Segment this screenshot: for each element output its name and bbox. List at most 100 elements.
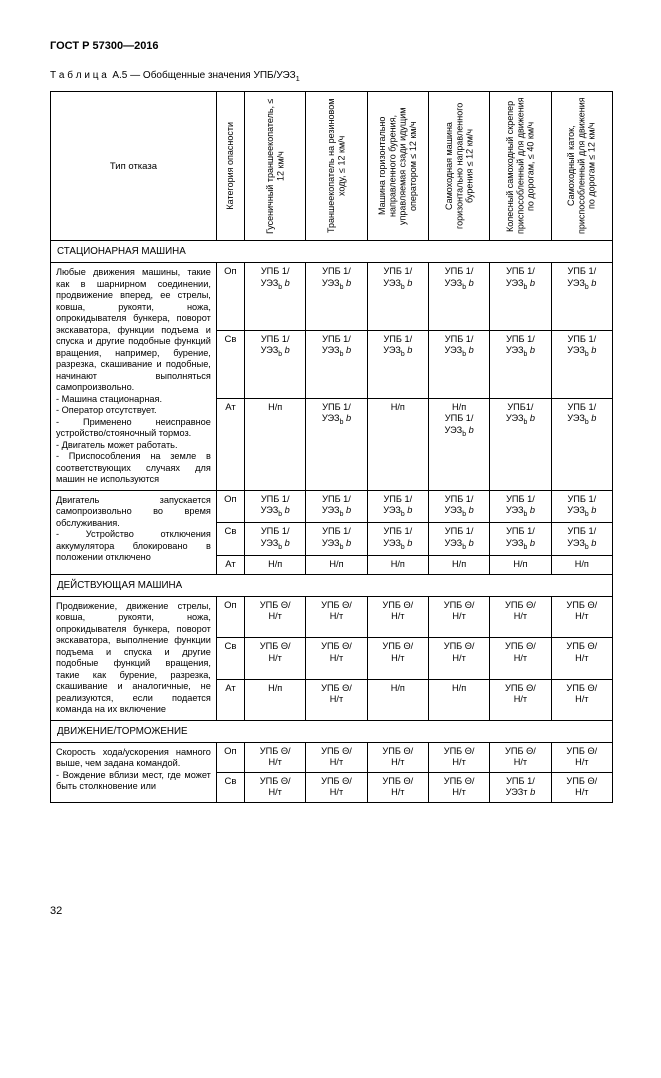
val-cell: УПБ Θ/ Н/т [428, 772, 489, 802]
val-i: b [469, 278, 474, 288]
val-cell: УПБ 1/ УЭЗb b [551, 490, 612, 523]
val-cell: УПБ Θ/ Н/т [245, 742, 306, 772]
val-i: b [530, 413, 535, 423]
desc-1: Любые движения машины, такие как в шарни… [51, 263, 217, 491]
table-caption: Т а б л и ц а А.5 — Обобщенные значения … [50, 70, 613, 83]
val-cell: Н/п [367, 398, 428, 490]
section-row: ДВИЖЕНИЕ/ТОРМОЖЕНИЕ [51, 720, 613, 742]
header-col-6: Самоходный каток, приспособленный для дв… [551, 92, 612, 241]
val-sub: b [340, 544, 344, 551]
val-sub: b [340, 283, 344, 290]
cat-cell: Оп [216, 742, 244, 772]
val-cell: УПБ 1/ УЭЗb b [245, 523, 306, 556]
cat-cell: Св [216, 772, 244, 802]
val-cell: УПБ 1/ УЭЗb b [428, 523, 489, 556]
val-cell: УПБ Θ/ Н/т [306, 638, 367, 679]
val-i: b [469, 538, 474, 548]
val-cell: УПБ Θ/ Н/т [551, 742, 612, 772]
desc-4: Скорость хода/ускорения намного выше, че… [51, 742, 217, 802]
val-cell: УПБ Θ/ Н/т [245, 638, 306, 679]
val-cell: Н/п [245, 679, 306, 720]
val-cell: УПБ Θ/ Н/т [367, 772, 428, 802]
val-i: b [346, 505, 351, 515]
val-cell: УПБ Θ/ Н/т [551, 679, 612, 720]
header-col-3: Машина горизонтально направленного бурен… [367, 92, 428, 241]
val-i: b [469, 425, 474, 435]
cat-cell: Св [216, 330, 244, 398]
val-cell: УПБ 1/ УЭЗb b [367, 263, 428, 331]
page-number: 32 [50, 905, 62, 917]
header-col-4-text: Самоходная машина горизонтально направле… [444, 96, 475, 236]
val-cell: Н/п [245, 398, 306, 490]
val-sub: b [462, 431, 466, 438]
val-cell: УПБ 1/ УЭЗb b [306, 398, 367, 490]
val-i: b [407, 345, 412, 355]
val-i: b [346, 345, 351, 355]
table-row: Любые движения машины, такие как в шарни… [51, 263, 613, 331]
val-i: b [469, 505, 474, 515]
header-type-text: Тип отказа [110, 161, 157, 172]
table-caption-sub: 1 [296, 74, 300, 83]
cat-cell: Оп [216, 263, 244, 331]
val-cell: Н/п [490, 556, 551, 575]
val-cell: УПБ 1/ УЭЗb b [490, 523, 551, 556]
header-type: Тип отказа [51, 92, 217, 241]
val-sub: b [340, 511, 344, 518]
header-col-2: Траншеекопатель на резиновом ходу, ≤ 12 … [306, 92, 367, 241]
val-i: b [407, 505, 412, 515]
val-sub: b [524, 511, 528, 518]
val-sub: b [340, 351, 344, 358]
val-cell: УПБ 1/ УЭЗb b [367, 523, 428, 556]
table-row: Двигатель запускается самопроизвольно во… [51, 490, 613, 523]
val-cell: УПБ 1/ УЭЗb b [551, 398, 612, 490]
val-sub: b [524, 283, 528, 290]
val-i: b [407, 538, 412, 548]
val-cell: Н/п [367, 556, 428, 575]
val-sub: b [585, 351, 589, 358]
val-cell: УПБ Θ/ Н/т [306, 596, 367, 637]
header-col-1: Гусеничный траншеекопатель, ≤ 12 км/ч [245, 92, 306, 241]
val-cell: УПБ 1/ УЭЗb b [490, 263, 551, 331]
header-category-text: Категория опасности [225, 122, 235, 210]
val-i: b [591, 538, 596, 548]
val-cell: УПБ 1/ УЭЗb b [306, 523, 367, 556]
section-row: ДЕЙСТВУЮЩАЯ МАШИНА [51, 574, 613, 596]
val-sub: b [278, 283, 282, 290]
val-cell: Н/п [367, 679, 428, 720]
header-col-3-text: Машина горизонтально направленного бурен… [377, 96, 418, 236]
val-cell: УПБ Θ/ Н/т [306, 679, 367, 720]
header-category: Категория опасности [216, 92, 244, 241]
table-row: Продвижение, движение стрелы, ковша, рук… [51, 596, 613, 637]
val-sub: b [585, 283, 589, 290]
val-sub: b [401, 283, 405, 290]
val-i: b [530, 345, 535, 355]
section-row: СТАЦИОНАРНАЯ МАШИНА [51, 241, 613, 263]
val-i: b [591, 505, 596, 515]
cat-cell: Св [216, 638, 244, 679]
val-i: b [530, 787, 535, 797]
val-i: b [530, 505, 535, 515]
val-sub: b [278, 544, 282, 551]
val-cell: УПБ 1/ УЭЗb b [306, 490, 367, 523]
val-cell: УПБ Θ/ Н/т [306, 772, 367, 802]
val-cell: УПБ1/ УЭЗb b [490, 398, 551, 490]
val-cell: УПБ 1/ УЭЗb b [428, 490, 489, 523]
val-sub: b [585, 419, 589, 426]
section-2: ДЕЙСТВУЮЩАЯ МАШИНА [51, 574, 613, 596]
val-cell: УПБ Θ/ Н/т [306, 742, 367, 772]
val-cell: УПБ Θ/ Н/т [245, 772, 306, 802]
val-i: b [285, 538, 290, 548]
section-1: СТАЦИОНАРНАЯ МАШИНА [51, 241, 613, 263]
val-cell: УПБ 1/ УЭЗb b [367, 490, 428, 523]
desc-2: Двигатель запускается самопроизвольно во… [51, 490, 217, 574]
val-cell: УПБ 1/ УЭЗb b [551, 330, 612, 398]
val-cell: УПБ 1/ УЭЗb b [428, 330, 489, 398]
val-cell: УПБ 1/ УЭЗт b [490, 772, 551, 802]
header-col-2-text: Траншеекопатель на резиновом ходу, ≤ 12 … [326, 96, 347, 236]
val-sub: b [462, 544, 466, 551]
val-cell: УПБ Θ/ Н/т [490, 638, 551, 679]
val-cell: УПБ Θ/ Н/т [245, 596, 306, 637]
val-cell: УПБ Θ/ Н/т [551, 772, 612, 802]
val-cell: УПБ 1/ УЭЗb b [551, 523, 612, 556]
val-sub: b [278, 511, 282, 518]
